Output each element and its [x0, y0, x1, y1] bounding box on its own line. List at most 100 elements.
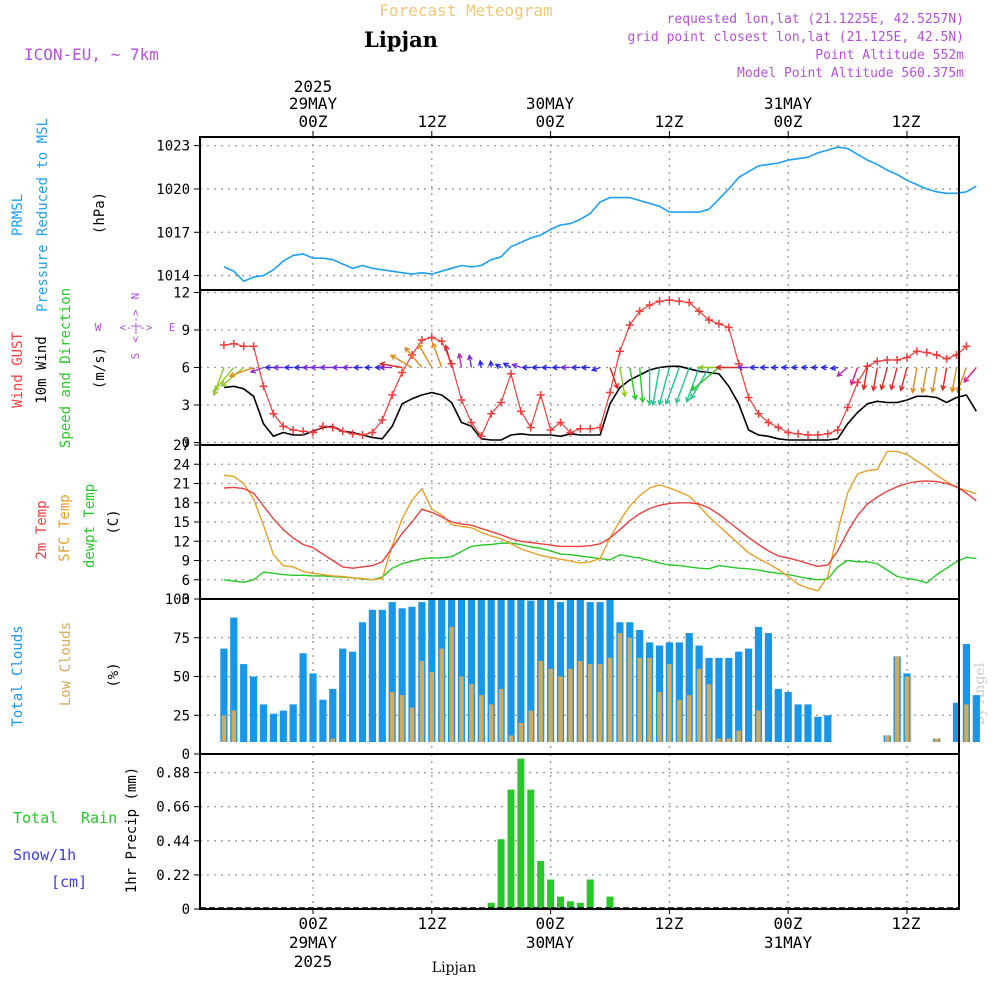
gust-marker-12 — [338, 427, 347, 436]
wind-arrow-19 — [390, 354, 413, 369]
total-cloud-bar-28 — [497, 599, 505, 742]
label-rain: Rain — [81, 809, 117, 827]
wind-arrowhead-4 — [249, 367, 257, 374]
top-tick-00z-2: 00Z — [536, 112, 565, 131]
gust-marker-18 — [398, 368, 407, 377]
total-cloud-bar-51 — [725, 657, 733, 742]
low-cloud-bar-22 — [439, 648, 444, 742]
gust-marker-36 — [576, 424, 585, 433]
low-cloud-bar-31 — [528, 710, 533, 742]
wind-arrowhead-30 — [511, 363, 518, 369]
total-cloud-bar-31 — [527, 600, 535, 742]
precip-ytick-label-3: 0.66 — [156, 800, 190, 816]
wind-arrowhead-20 — [404, 346, 411, 353]
gust-marker-10 — [318, 422, 327, 431]
precip-ytick-label-0: 0 — [182, 902, 190, 918]
rain-bar-12 — [606, 896, 614, 909]
label-speed-direction: Speed and Direction — [58, 288, 74, 448]
wind-arrow-1 — [214, 367, 235, 391]
gust-marker-73 — [942, 354, 951, 363]
gust-marker-58 — [794, 429, 803, 438]
header-model-altitude: Model Point Altitude 560.375m — [737, 66, 964, 81]
wind-arrowhead-73 — [940, 384, 947, 392]
total-cloud-bar-34 — [556, 602, 565, 742]
wind-arrowhead-74 — [949, 386, 956, 394]
gust-marker-31 — [526, 423, 535, 432]
wind-arrowhead-65 — [861, 384, 868, 391]
temperature-ytick-label-2: 9 — [182, 554, 190, 570]
total-cloud-bar-26 — [477, 599, 485, 742]
wind-arrowhead-2 — [220, 381, 227, 387]
wind-ytick-label-1: 3 — [182, 398, 190, 414]
wind-arrowhead-49 — [690, 393, 696, 400]
low-cloud-bar-26 — [479, 695, 484, 742]
compass-n: N — [129, 293, 142, 300]
low-cloud-bar-18 — [399, 695, 405, 742]
label-pressure-msl: Pressure Reduced to MSL — [35, 118, 51, 312]
label-celsius: (C) — [106, 509, 122, 534]
rain-bar-8 — [566, 901, 574, 909]
gust-marker-20 — [417, 336, 426, 344]
footer-location: Lipjan — [432, 960, 476, 976]
wind-arrowhead-57 — [780, 364, 787, 371]
clouds-ytick-label-0: 0 — [182, 747, 190, 763]
pressure-frame — [199, 136, 960, 291]
low-cloud-bar-68 — [894, 656, 900, 742]
header-requested: requested lon,lat (21.1225E, 42.5257N) — [667, 12, 964, 27]
wind-arrowhead-58 — [790, 364, 797, 371]
gust-marker-15 — [368, 428, 377, 437]
top-day-30may: 30MAY — [526, 94, 575, 113]
gust-marker-7 — [289, 426, 298, 434]
temperature-ytick-label-1: 6 — [182, 573, 190, 589]
total-cloud-bar-8 — [299, 653, 307, 742]
total-cloud-bar-60 — [814, 716, 822, 742]
label-hpa: (hPa) — [92, 192, 108, 234]
wind10-line — [223, 365, 977, 441]
gust-marker-6 — [279, 422, 288, 431]
clouds-ytick-label-1: 25 — [173, 708, 190, 724]
low-cloud-bar-47 — [687, 695, 692, 742]
wind-arrowhead-56 — [770, 364, 777, 371]
total-cloud-bar-10 — [319, 699, 327, 742]
top-tick-12z-1: 12Z — [418, 112, 447, 131]
low-cloud-bar-46 — [677, 699, 682, 742]
top-tick-00z-3: 00Z — [774, 112, 803, 131]
wind-arrowhead-36 — [570, 364, 577, 371]
wind-arrowhead-62 — [829, 364, 837, 371]
compass-arrows-h: <-|-> — [119, 321, 152, 334]
wind-arrowhead-61 — [820, 364, 827, 371]
wind-arrowhead-38 — [590, 366, 598, 372]
total-cloud-bar-27 — [487, 599, 495, 742]
total-cloud-bar-5 — [269, 713, 277, 742]
total-cloud-bar-3 — [250, 676, 258, 742]
top-tick-12z-2: 12Z — [655, 112, 684, 131]
wind-arrowhead-48 — [685, 396, 691, 404]
bottom-tick-12z-2: 12Z — [655, 914, 684, 933]
label-wind-gust: Wind GUST — [10, 332, 26, 408]
low-cloud-bar-38 — [597, 664, 603, 742]
wind-arrow-46 — [665, 367, 680, 404]
wind-arrow-71 — [921, 367, 928, 393]
gust-marker-27 — [487, 409, 496, 418]
compass-w: W — [95, 321, 102, 334]
label-dewpt-temp: dewpt Temp — [82, 484, 98, 568]
gust-marker-53 — [744, 393, 753, 402]
wind-arrowhead-32 — [530, 364, 538, 371]
low-cloud-bar-44 — [657, 692, 662, 742]
temperature-ytick-label-7: 24 — [173, 457, 190, 473]
gust-marker-9 — [309, 428, 317, 437]
wind-arrowhead-55 — [759, 364, 766, 371]
wind-arrowhead-10 — [309, 364, 317, 371]
precip-ytick-label-4: 0.88 — [156, 766, 190, 782]
wind-ytick-label-0: 0 — [182, 436, 190, 452]
gust-marker-42 — [635, 307, 644, 316]
precip-frame — [199, 753, 960, 910]
wind-arrow-50 — [691, 366, 720, 391]
total-cloud-bar-58 — [794, 704, 802, 742]
total-cloud-bar-30 — [517, 599, 525, 742]
wind-arrowhead-54 — [748, 364, 755, 371]
gust-marker-21 — [427, 333, 436, 342]
wind-arrowhead-7 — [283, 364, 290, 371]
pressure-ytick-label-1: 1017 — [156, 225, 190, 241]
low-cloud-bar-23 — [449, 626, 454, 742]
